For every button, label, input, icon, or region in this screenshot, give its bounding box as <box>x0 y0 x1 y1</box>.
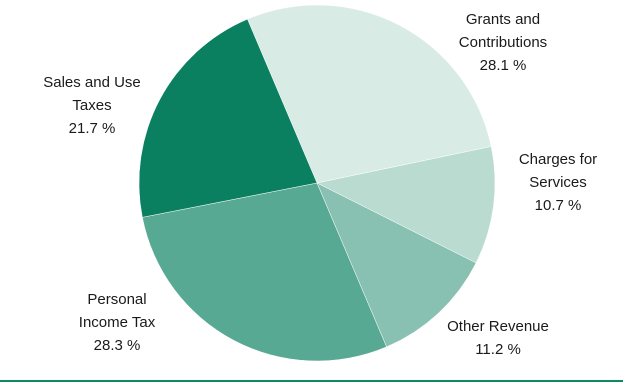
slice-label: Taxes <box>72 97 111 114</box>
pie-slice <box>247 4 492 184</box>
pie-slice <box>138 18 318 218</box>
slice-label: Services <box>529 174 587 191</box>
slice-value-label: 28.1 % <box>480 57 527 74</box>
pie-slice <box>316 146 496 264</box>
slice-label: Sales and Use <box>43 74 141 91</box>
slice-label: Personal <box>87 291 146 308</box>
slice-label: Contributions <box>459 34 547 51</box>
slice-value-label: 21.7 % <box>69 120 116 137</box>
slice-value-label: 11.2 % <box>475 341 521 358</box>
slice-label: Income Tax <box>79 314 156 331</box>
slice-label: Grants and <box>466 11 540 28</box>
slice-value-label: 28.3 % <box>94 337 141 354</box>
pie-slice <box>142 182 387 362</box>
slice-label: Charges for <box>519 151 597 168</box>
slice-label: Other Revenue <box>447 318 549 335</box>
bottom-divider <box>0 380 623 382</box>
pie-slice <box>316 182 477 348</box>
slice-value-label: 10.7 % <box>535 197 582 214</box>
